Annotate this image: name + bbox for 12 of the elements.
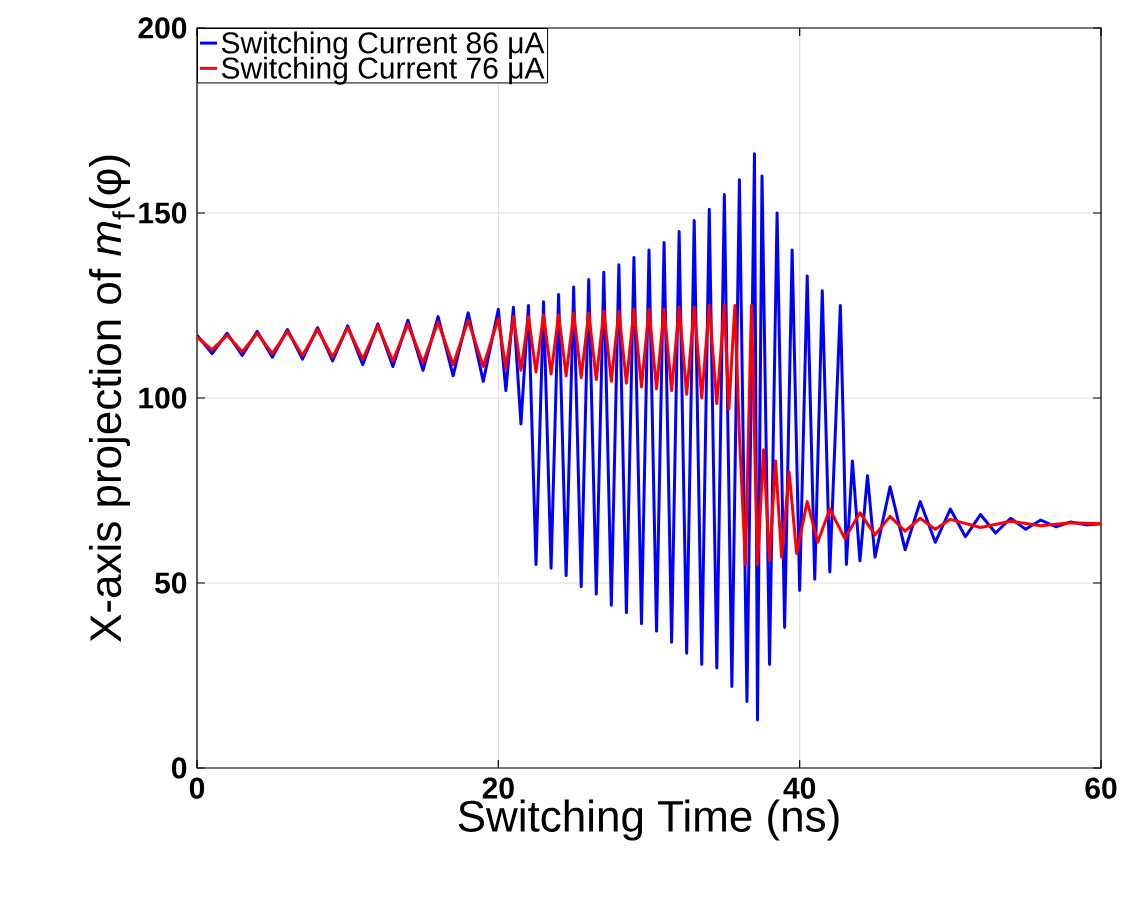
y-tick-label: 150	[139, 202, 187, 224]
y-tick-label: 0	[171, 757, 187, 779]
line-series	[197, 304, 1102, 566]
x-tick-label: 40	[783, 777, 816, 799]
y-axis-title: X-axis projection of m$_{f}$(φ)	[88, 155, 135, 642]
y-tick-label: 100	[139, 387, 187, 409]
x-tick-label: 20	[482, 777, 514, 799]
y-tick-label: 200	[138, 17, 187, 39]
y-tick-label: 50	[155, 572, 187, 594]
x-tick-label: 60	[1085, 777, 1117, 799]
x-tick-label: 0	[189, 777, 205, 799]
x-axis-title: Switching Time (ns)	[458, 799, 839, 841]
